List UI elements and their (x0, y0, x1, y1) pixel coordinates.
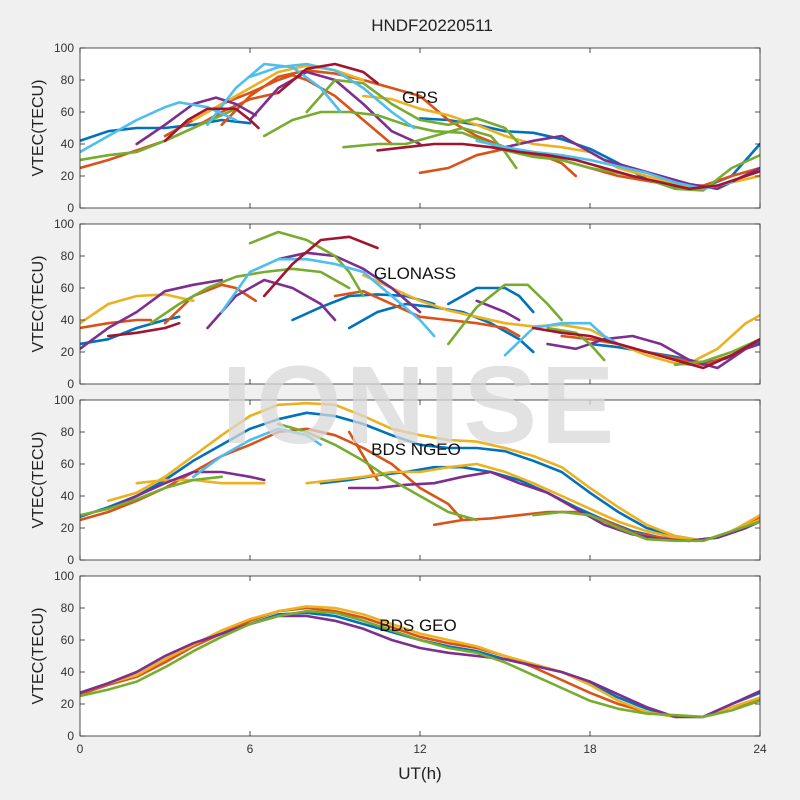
y-tick-label: 80 (61, 425, 75, 439)
y-tick-label: 0 (67, 553, 74, 567)
panel-bds-geo: 0 20 40 60 80 100 0 6 12 18 24 VTEC(TECU) BDS GEO (30, 569, 767, 756)
y-axis-label: VTEC(TECU) (30, 432, 47, 529)
series-line-16 (80, 101, 238, 154)
y-tick-label: 0 (67, 729, 74, 743)
y-tick-label: 20 (61, 697, 75, 711)
y-axis-label: VTEC(TECU) (30, 80, 47, 177)
panel-label-glonass: GLONASS (374, 264, 456, 283)
series-line-12 (277, 422, 478, 522)
series-line-19 (475, 139, 733, 191)
x-tick-label: 12 (413, 742, 427, 756)
series-line-15 (277, 251, 422, 314)
series-line-4 (347, 430, 379, 482)
series-line-18 (248, 62, 416, 130)
series-line-25 (107, 321, 181, 338)
y-tick-label: 40 (61, 313, 75, 327)
series-group (80, 401, 760, 543)
series-line-10 (347, 470, 760, 543)
series-line-20 (163, 107, 260, 143)
panel-label-bds-geo: BDS GEO (379, 616, 456, 635)
series-line-10 (80, 293, 195, 325)
y-axis-label: VTEC(TECU) (30, 256, 47, 353)
panel-glonass: 0 20 40 60 80 100 VTEC(TECU) GLONASS (30, 217, 761, 391)
series-line-18 (149, 267, 351, 325)
series-line-9 (135, 96, 257, 146)
y-tick-label: 40 (61, 665, 75, 679)
series-line-14 (192, 427, 323, 479)
panel-gps: 0 20 40 60 80 100 VTEC(TECU) GPS (30, 41, 761, 215)
x-axis-label: UT(h) (398, 764, 441, 783)
watermark: IONISE (222, 344, 619, 467)
series-line-5 (80, 609, 760, 719)
panel-bds-ngeo: 0 20 40 60 80 100 VTEC(TECU) BDS NGEO (30, 393, 761, 567)
y-tick-label: 100 (54, 41, 74, 55)
series-line-19 (248, 230, 365, 298)
y-tick-label: 80 (61, 601, 75, 615)
y-tick-label: 60 (61, 105, 75, 119)
x-tick-label: 6 (247, 742, 254, 756)
series-line-14 (305, 78, 521, 146)
series-line-7 (135, 478, 266, 485)
y-tick-label: 100 (54, 569, 74, 583)
series-group (80, 62, 760, 192)
series-line-1 (80, 411, 760, 543)
series-line-26 (262, 235, 379, 298)
series-line-6 (80, 318, 153, 330)
series-line-9 (107, 470, 266, 511)
series-line-21 (277, 62, 379, 95)
series-line-16 (475, 299, 521, 322)
series-line-13 (80, 278, 223, 351)
series-line-22 (376, 142, 760, 191)
series-line-4 (447, 286, 535, 314)
series-line-3 (80, 605, 760, 719)
y-tick-label: 60 (61, 633, 75, 647)
y-tick-label: 40 (61, 489, 75, 503)
y-axis-label: VTEC(TECU) (30, 608, 47, 705)
series-line-6 (107, 401, 760, 543)
y-tick-label: 100 (54, 217, 74, 231)
series-line-20 (447, 283, 563, 346)
series-line-21 (546, 326, 606, 362)
series-line-8 (333, 289, 521, 338)
series-line-12 (687, 313, 760, 365)
y-tick-label: 60 (61, 457, 75, 471)
y-tick-label: 20 (61, 521, 75, 535)
x-tick-label: 0 (77, 742, 84, 756)
y-tick-label: 0 (67, 377, 74, 391)
series-group (80, 230, 760, 370)
x-tick-label: 24 (753, 742, 767, 756)
y-tick-label: 100 (54, 393, 74, 407)
panel-label-gps: GPS (402, 88, 438, 107)
y-tick-label: 80 (61, 249, 75, 263)
y-tick-label: 60 (61, 281, 75, 295)
y-tick-label: 20 (61, 345, 75, 359)
panel-label-bds-ngeo: BDS NGEO (371, 440, 461, 459)
y-tick-label: 80 (61, 73, 75, 87)
y-tick-label: 0 (67, 201, 74, 215)
series-line-11 (362, 273, 691, 367)
figure-title: HNDF20220511 (371, 16, 493, 35)
series-line-17 (206, 62, 342, 127)
series-line-24 (503, 321, 620, 357)
series-line-17 (546, 334, 760, 370)
series-line-4 (80, 614, 760, 719)
plot-area (80, 224, 760, 384)
series-line-11 (503, 134, 760, 191)
series-line-27 (532, 326, 760, 370)
x-tick-label: 18 (583, 742, 597, 756)
series-group (80, 605, 760, 719)
series-line-1 (80, 118, 252, 143)
series-line-23 (220, 257, 436, 338)
y-tick-label: 20 (61, 169, 75, 183)
y-tick-label: 40 (61, 137, 75, 151)
series-line-11 (80, 475, 223, 517)
series-line-13 (532, 510, 760, 543)
series-line-14 (206, 278, 337, 330)
